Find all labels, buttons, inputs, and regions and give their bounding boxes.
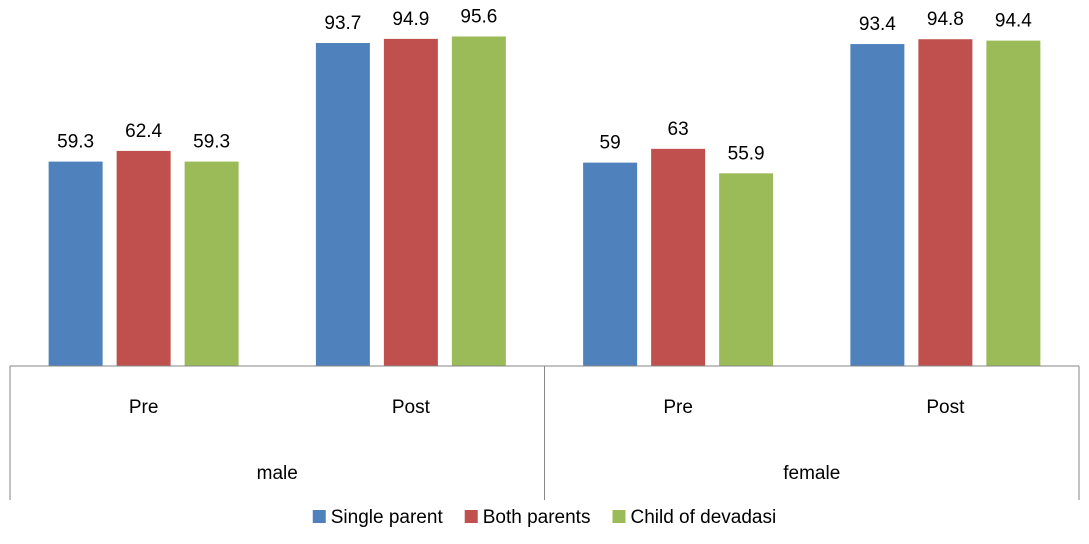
bar-child-of-devadasi-4: [986, 40, 1041, 366]
data-label-single-parent-3: 59: [600, 133, 621, 154]
legend: Single parent Both parents Child of devada…: [312, 507, 776, 528]
data-label-child-of-devadasi-3: 55.9: [728, 143, 765, 164]
data-label-both-parents-3: 63: [668, 119, 689, 140]
data-label-single-parent-1: 59.3: [57, 132, 94, 153]
bar-both-parents-4: [918, 39, 973, 367]
bar-child-of-devadasi-2: [451, 36, 506, 367]
bar-both-parents-1: [116, 150, 171, 366]
data-label-child-of-devadasi-1: 59.3: [193, 132, 230, 153]
tick-label-pre-1: Pre: [129, 397, 159, 418]
bar-child-of-devadasi-3: [719, 173, 774, 366]
bar-both-parents-2: [383, 38, 438, 366]
x-axis: Pre Post Pre Post male female: [9, 365, 1080, 500]
tick-label-pre-3: Pre: [663, 397, 693, 418]
bar-child-of-devadasi-1: [184, 161, 239, 366]
legend-label-child-of-devadasi: Child of devadasi: [630, 507, 776, 528]
data-label-single-parent-4: 93.4: [859, 14, 896, 35]
bars-layer: [48, 36, 1041, 367]
data-label-both-parents-4: 94.8: [927, 9, 964, 30]
bar-single-parent-4: [850, 44, 905, 366]
data-label-both-parents-2: 94.9: [392, 9, 429, 30]
data-label-single-parent-2: 93.7: [324, 13, 361, 34]
data-label-both-parents-1: 62.4: [125, 121, 162, 142]
bar-single-parent-1: [48, 161, 103, 366]
legend-label-both-parents: Both parents: [483, 507, 591, 528]
tick-label-post-2: Post: [392, 397, 431, 418]
legend-swatch-single-parent: [312, 510, 326, 523]
group-label-female: female: [783, 463, 840, 484]
data-label-child-of-devadasi-2: 95.6: [460, 6, 497, 27]
group-label-male: male: [257, 463, 298, 484]
data-label-child-of-devadasi-4: 94.4: [995, 11, 1032, 32]
bar-single-parent-3: [583, 162, 638, 366]
bar-single-parent-2: [315, 43, 370, 366]
bar-both-parents-3: [651, 148, 706, 366]
tick-label-post-4: Post: [926, 397, 965, 418]
legend-swatch-both-parents: [464, 510, 478, 523]
data-labels-layer: 59.3 62.4 59.3 93.7 94.9 95.6 59 63 55.9 93.4 94.8…: [57, 6, 1032, 164]
legend-label-single-parent: Single parent: [331, 507, 444, 528]
legend-swatch-child-of-devadasi: [612, 510, 626, 523]
